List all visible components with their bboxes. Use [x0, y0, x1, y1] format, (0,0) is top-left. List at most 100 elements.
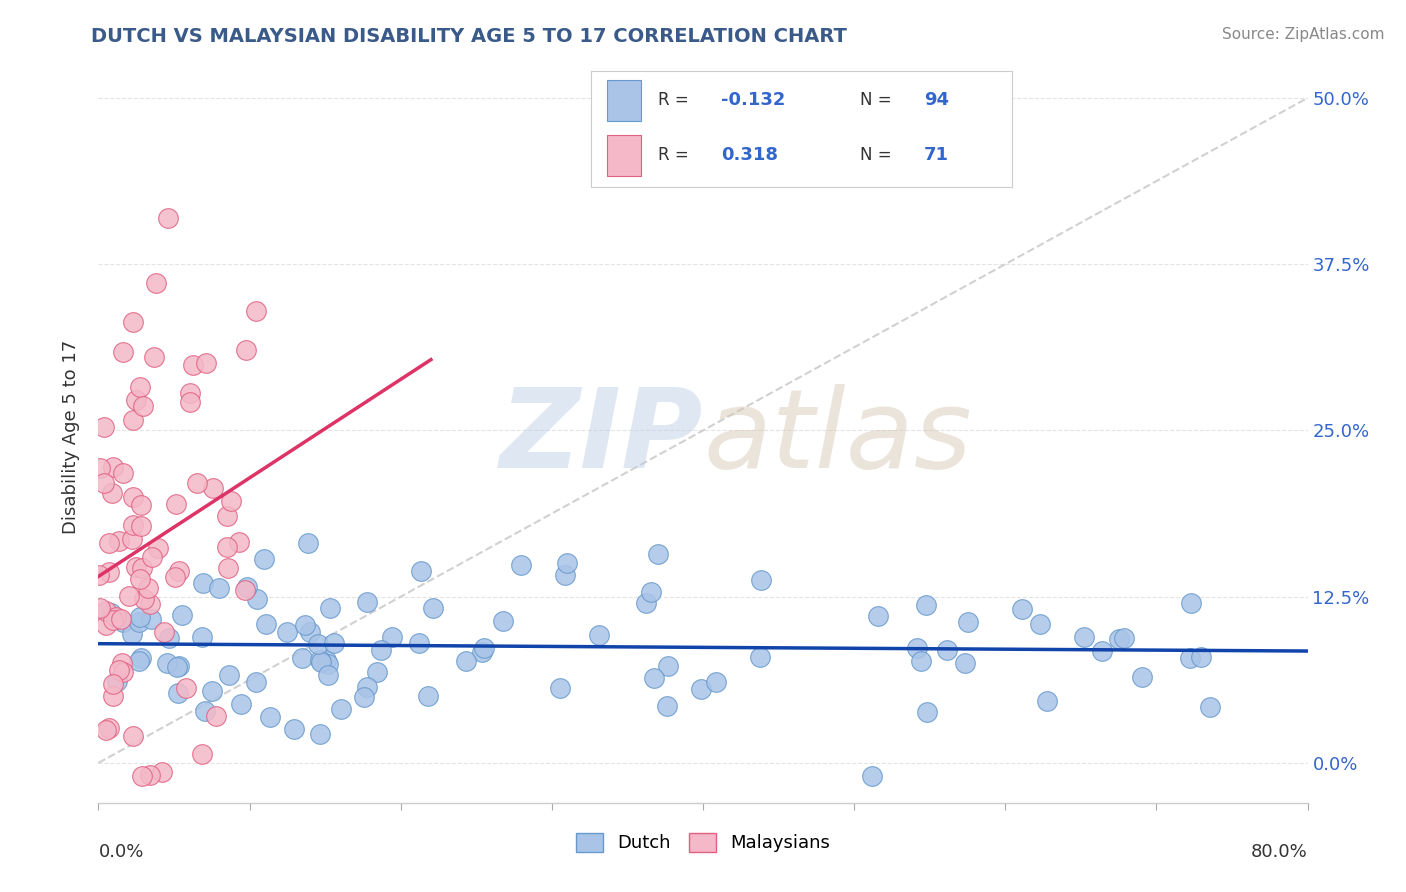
Point — [416, 689, 439, 703]
Point — [132, 399, 155, 413]
Point — [356, 595, 378, 609]
Point — [111, 466, 134, 480]
Point — [129, 651, 152, 665]
Text: 0.0%: 0.0% — [98, 843, 143, 861]
Point — [122, 315, 145, 329]
Point — [143, 351, 166, 365]
Point — [94, 618, 117, 632]
Text: atlas: atlas — [703, 384, 972, 491]
Point — [245, 592, 267, 607]
Point — [308, 727, 330, 741]
Point — [748, 650, 770, 665]
Point — [107, 674, 129, 689]
Point — [128, 615, 150, 630]
Text: 80.0%: 80.0% — [1251, 843, 1308, 861]
Point — [254, 616, 277, 631]
Point — [291, 651, 314, 665]
Point — [166, 660, 188, 674]
Point — [101, 460, 124, 475]
Point — [315, 653, 337, 667]
Bar — [607, 80, 641, 120]
Point — [122, 729, 145, 743]
Point — [276, 625, 298, 640]
Point — [174, 681, 197, 695]
Point — [112, 665, 135, 680]
Point — [283, 723, 305, 737]
Point — [1029, 617, 1052, 632]
Point — [936, 643, 959, 657]
Point — [454, 654, 477, 668]
Point — [181, 358, 204, 372]
Point — [245, 304, 267, 318]
Point — [145, 276, 167, 290]
Point — [179, 386, 201, 401]
Point — [108, 663, 131, 677]
Point — [1130, 670, 1153, 684]
Point — [219, 493, 242, 508]
Point — [690, 681, 713, 696]
Point — [557, 557, 579, 571]
Point — [121, 412, 143, 426]
Text: R =: R = — [658, 146, 695, 164]
Point — [643, 671, 665, 685]
Point — [548, 681, 571, 695]
Point — [910, 654, 932, 668]
Text: ZIP: ZIP — [499, 384, 703, 491]
Point — [157, 631, 180, 645]
Point — [201, 684, 224, 698]
Text: 0.318: 0.318 — [721, 146, 779, 164]
Point — [217, 540, 239, 554]
Point — [139, 597, 162, 611]
Text: 94: 94 — [924, 91, 949, 110]
Point — [121, 517, 143, 532]
Point — [235, 343, 257, 357]
Point — [259, 710, 281, 724]
Point — [129, 498, 152, 512]
Point — [866, 609, 889, 624]
Point — [217, 509, 239, 524]
Point — [94, 723, 117, 737]
Point — [157, 211, 180, 225]
Point — [471, 645, 494, 659]
Point — [509, 558, 531, 573]
Point — [704, 675, 727, 690]
Point — [316, 657, 339, 671]
Point — [647, 547, 669, 561]
Point — [408, 636, 430, 650]
Point — [319, 601, 342, 615]
Point — [97, 565, 120, 579]
Point — [229, 697, 252, 711]
Point — [308, 652, 330, 666]
Point — [153, 624, 176, 639]
Point — [749, 573, 772, 587]
Point — [228, 535, 250, 549]
Text: DUTCH VS MALAYSIAN DISABILITY AGE 5 TO 17 CORRELATION CHART: DUTCH VS MALAYSIAN DISABILITY AGE 5 TO 1… — [91, 27, 848, 45]
Point — [422, 600, 444, 615]
Point — [217, 560, 239, 574]
Point — [97, 721, 120, 735]
Point — [915, 706, 938, 720]
Point — [141, 549, 163, 564]
Point — [111, 615, 134, 630]
Point — [330, 701, 353, 715]
Point — [128, 654, 150, 668]
Point — [110, 612, 132, 626]
Point — [124, 559, 146, 574]
Point — [139, 768, 162, 782]
Point — [297, 536, 319, 550]
Point — [1091, 644, 1114, 658]
Point — [905, 640, 928, 655]
Point — [156, 656, 179, 670]
Point — [204, 709, 226, 723]
Text: R =: R = — [658, 91, 695, 110]
Point — [165, 496, 187, 510]
Point — [1112, 631, 1135, 645]
Point — [101, 690, 124, 704]
Point — [1189, 650, 1212, 665]
Point — [167, 686, 190, 700]
Point — [124, 392, 146, 407]
Point — [657, 659, 679, 673]
Point — [1073, 630, 1095, 644]
Point — [167, 564, 190, 578]
Point — [1108, 632, 1130, 646]
